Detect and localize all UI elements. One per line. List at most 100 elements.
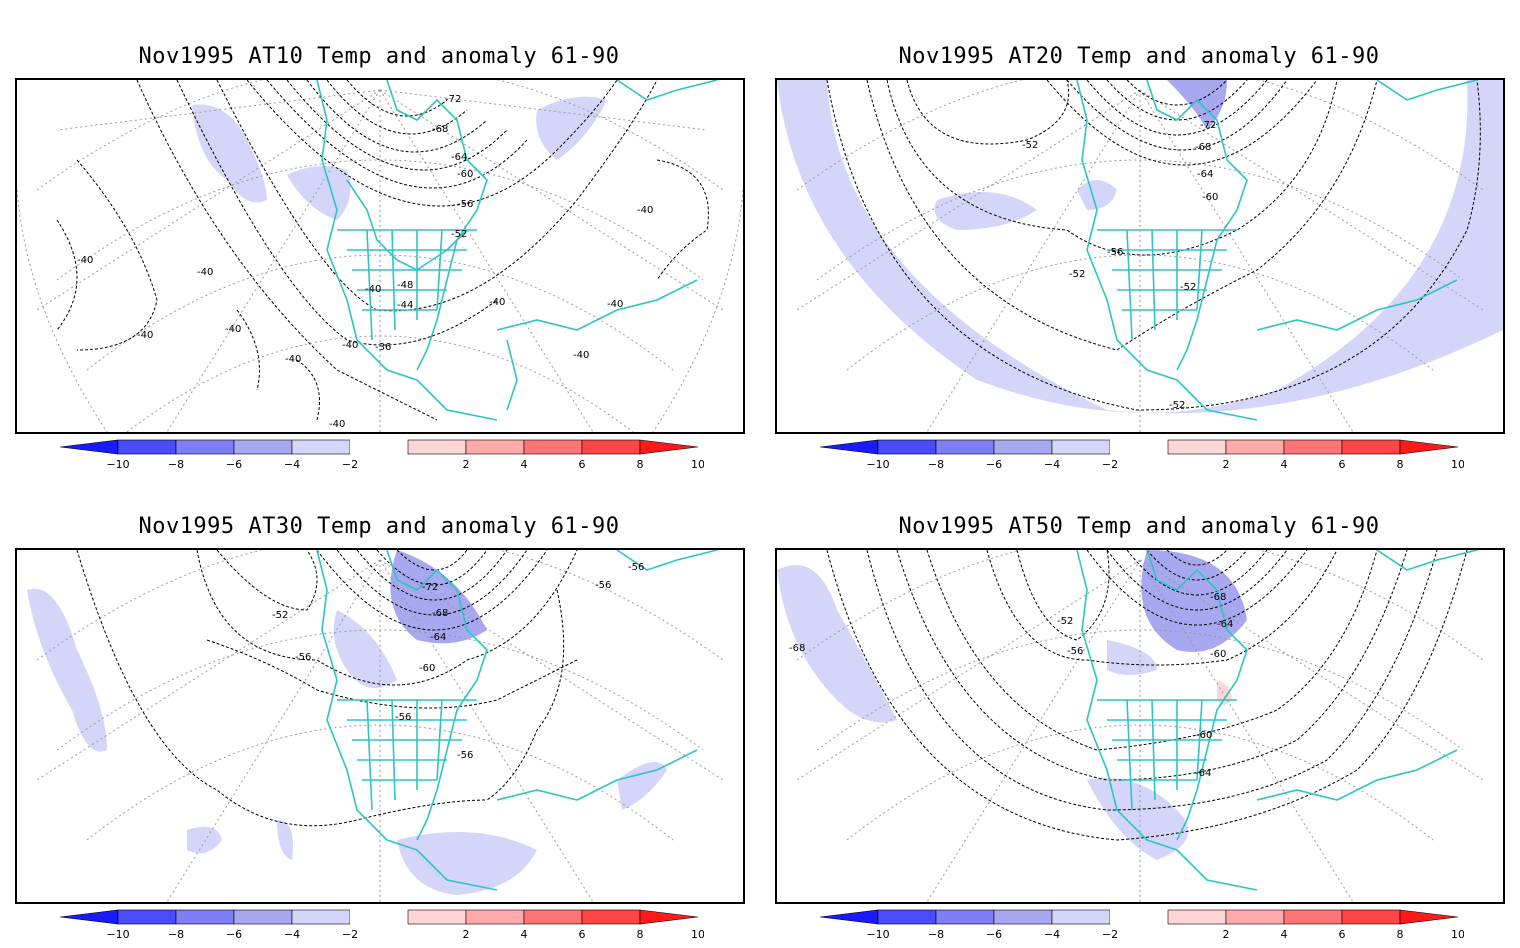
contour-label: -72: [422, 582, 438, 593]
anomaly-region: [187, 826, 222, 854]
colorbar-swatch: [1051, 439, 1111, 455]
colorbar-tick-label: 10: [1451, 928, 1464, 941]
colorbar-tick-label: −8: [168, 458, 184, 471]
colorbar-tick-label: −10: [106, 928, 129, 941]
anomaly-region: [1077, 180, 1117, 210]
colorbar-tick-label: −8: [928, 928, 944, 941]
contour-label: -40: [285, 354, 301, 365]
anomaly-region: [617, 762, 667, 810]
anomaly-region: [192, 104, 267, 203]
colorbar-tick-label: 4: [1281, 928, 1288, 941]
contour-label: -68: [789, 643, 805, 654]
colorbar-arrow-left: [819, 439, 879, 455]
colorbar-tick-label: −4: [284, 928, 300, 941]
colorbar-swatch: [935, 439, 995, 455]
colorbar-tick-label: 8: [1397, 928, 1404, 941]
colorbar-swatch: [291, 909, 351, 925]
contour-label: -52: [1169, 400, 1185, 411]
colorbar-tick-label: −2: [342, 458, 358, 471]
contour-label: -68: [432, 608, 448, 619]
contour-label: -64: [1197, 169, 1213, 180]
contour-label: -52: [451, 229, 467, 240]
contour-label: -56: [1067, 646, 1083, 657]
map-4-svg: -68 -64 -60 -56 -52 -68 -60 -64: [777, 550, 1484, 902]
anomaly-region: [27, 588, 107, 752]
colorbar-tick-label: 6: [1339, 458, 1346, 471]
panel-4-title: Nov1995 AT50 Temp and anomaly 61-90: [898, 514, 1380, 539]
colorbar-tick-label: 6: [579, 458, 586, 471]
colorbar-swatch: [407, 909, 467, 925]
colorbar-tick-label: 4: [1281, 458, 1288, 471]
colorbar-tick-label: 2: [463, 928, 470, 941]
contour-label: -72: [445, 94, 461, 105]
anomaly-region: [1107, 640, 1157, 675]
contour-label: -60: [1210, 649, 1226, 660]
contour-label: -40: [137, 330, 153, 341]
colorbar-arrow-left: [59, 909, 119, 925]
contour-label: -56: [395, 712, 411, 723]
colorbar-swatch: [1051, 909, 1111, 925]
colorbar-tick-label: −6: [226, 458, 242, 471]
colorbar-swatch: [1110, 910, 1168, 924]
contour-label: -56: [1107, 247, 1123, 258]
colorbar-1: −10 −8 −6 −4 −2 2 4 6 8 10: [59, 438, 705, 474]
colorbar-tick-label: −4: [1044, 928, 1060, 941]
colorbar-tick-label: 4: [521, 928, 528, 941]
colorbar-tick-label: 10: [1451, 458, 1464, 471]
colorbar-tick-label: 6: [1339, 928, 1346, 941]
colorbar-swatch: [581, 909, 641, 925]
anomaly-region: [277, 820, 293, 860]
panel-2-map: -72 -68 -64 -60 -56 -52 -52 -52 -52: [775, 78, 1505, 434]
colorbar-swatch: [877, 439, 937, 455]
colorbar-swatch: [350, 910, 408, 924]
colorbar-arrow-right: [639, 439, 699, 455]
coastlines: [1076, 550, 1478, 891]
colorbar-tick-label: −10: [866, 458, 889, 471]
colorbar-arrow-left: [59, 439, 119, 455]
contour-label: -40: [607, 299, 623, 310]
temperature-contours: [76, 550, 578, 827]
colorbar-svg: −10 −8 −6 −4 −2 2 4 6 8 10: [59, 909, 705, 941]
colorbar-tick-label: −10: [866, 928, 889, 941]
colorbar-arrow-right: [1399, 439, 1459, 455]
panel-1-map: -72 -68 -64 -60 -56 -52 -48 -44 -40 -40 …: [15, 78, 745, 434]
colorbar-swatch: [1341, 439, 1401, 455]
panel-4-map: -68 -64 -60 -56 -52 -68 -60 -64: [775, 548, 1505, 904]
contour-label: -44: [397, 300, 413, 311]
colorbar-swatch: [117, 439, 177, 455]
map-3-svg: -72 -68 -64 -60 -56 -56 -56 -52 -56 -56: [27, 550, 724, 902]
colorbar-swatch: [1225, 439, 1285, 455]
colorbar-swatch: [465, 909, 525, 925]
colorbar-tick-label: −6: [226, 928, 242, 941]
coastlines: [1076, 80, 1478, 421]
temperature-contours: [56, 80, 709, 421]
colorbar-swatch: [993, 439, 1053, 455]
contour-label: -40: [637, 205, 653, 216]
colorbar-swatch: [233, 909, 293, 925]
colorbar-tick-label: −2: [1102, 458, 1118, 471]
colorbar-tick-label: −8: [928, 458, 944, 471]
contour-label: -52: [1069, 269, 1085, 280]
colorbar-swatch: [877, 909, 937, 925]
colorbar-arrow-left: [819, 909, 879, 925]
colorbar-swatch: [291, 439, 351, 455]
contour-label: -40: [342, 340, 358, 351]
graticule: [36, 80, 724, 432]
anomaly-region: [1141, 550, 1247, 652]
colorbar-tick-label: 10: [691, 928, 704, 941]
graticule: [36, 550, 724, 902]
contour-label: -52: [1022, 140, 1038, 151]
map-1-svg: -72 -68 -64 -60 -56 -52 -48 -44 -40 -40 …: [17, 80, 743, 432]
anomaly-region: [777, 565, 897, 723]
hemisphere-edge: [17, 189, 108, 432]
colorbar-swatch: [175, 439, 235, 455]
contour-label: -52: [272, 610, 288, 621]
colorbar-2: −10 −8 −6 −4 −2 2 4 6 8 10: [819, 438, 1465, 474]
colorbar-swatch: [350, 440, 408, 454]
colorbar-tick-label: −6: [986, 928, 1002, 941]
colorbar-tick-label: −10: [106, 458, 129, 471]
anomaly-region: [536, 96, 607, 160]
colorbar-3: −10 −8 −6 −4 −2 2 4 6 8 10: [59, 908, 705, 944]
anomaly-region: [1087, 778, 1189, 860]
map-2-svg: -72 -68 -64 -60 -56 -52 -52 -52 -52: [777, 80, 1503, 432]
